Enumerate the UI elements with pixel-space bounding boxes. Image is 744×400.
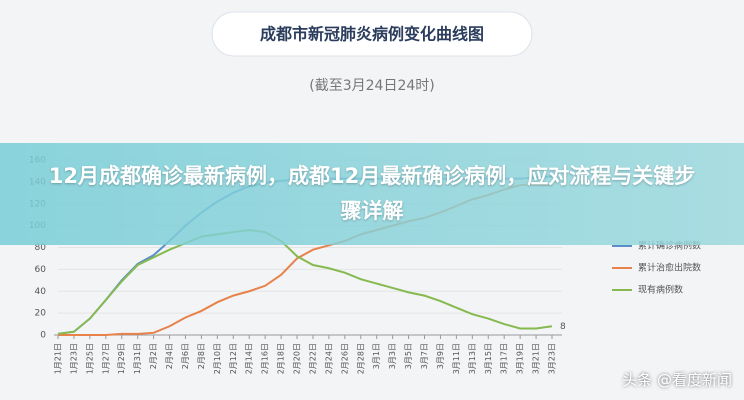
series-line (57, 228, 553, 335)
x-tick-label: 2月18日 (277, 343, 286, 374)
x-tick-label: 3月15日 (484, 343, 493, 374)
x-tick-label: 3月3日 (388, 343, 397, 369)
y-tick-label: 80 (35, 243, 47, 253)
x-tick-label: 2月22日 (308, 343, 317, 374)
x-tick-label: 1月23日 (69, 343, 78, 374)
chart-subtitle: (截至3月24日24时) (309, 78, 434, 94)
x-tick-label: 3月11日 (452, 343, 461, 374)
x-tick-label: 3月5日 (404, 343, 413, 369)
x-tick-label: 2月2日 (149, 343, 158, 369)
x-tick-label: 2月10日 (213, 343, 222, 374)
banner: 12月成都确诊最新病例，成都12月最新确诊病例，应对流程与关键步骤详解 (0, 143, 744, 245)
y-tick-label: 0 (40, 331, 46, 341)
x-tick-label: 1月31日 (133, 343, 142, 374)
x-tick-label: 1月25日 (85, 343, 94, 374)
legend-label: 累计治愈出院数 (638, 262, 701, 274)
y-tick-label: 60 (35, 265, 47, 275)
x-tick-label: 2月4日 (165, 343, 174, 369)
x-tick-label: 3月9日 (436, 343, 445, 369)
title-pill (211, 11, 533, 57)
y-tick-label: 20 (35, 309, 47, 319)
end-label: 8 (560, 322, 566, 332)
watermark: 头条 @看度新闻 (622, 371, 732, 389)
x-tick-label: 3月1日 (372, 343, 381, 369)
chart-title: 成都市新冠肺炎病例变化曲线图 (260, 25, 484, 44)
x-tick-label: 3月7日 (420, 343, 429, 369)
x-tick-label: 3月17日 (500, 343, 509, 374)
banner-text: 12月成都确诊最新病例，成都12月最新确诊病例，应对流程与关键步骤详解 (48, 164, 696, 223)
x-tick-label: 3月21日 (532, 343, 541, 374)
legend-label: 现有病例数 (638, 284, 683, 296)
x-tick-label: 3月13日 (468, 343, 477, 374)
x-tick-label: 2月8日 (197, 343, 206, 369)
x-tick-label: 1月27日 (101, 343, 110, 374)
y-tick-label: 40 (35, 287, 47, 297)
x-tick-label: 2月28日 (356, 343, 365, 374)
x-tick-label: 2月16日 (261, 343, 270, 374)
x-tick-label: 1月29日 (117, 343, 126, 374)
x-tick-label: 2月6日 (181, 343, 190, 369)
x-tick-label: 3月23日 (548, 343, 557, 374)
x-tick-label: 2月12日 (229, 343, 238, 374)
x-tick-label: 1月21日 (54, 343, 63, 374)
x-tick-label: 2月24日 (324, 343, 333, 374)
x-tick-label: 2月14日 (245, 343, 254, 374)
x-tick-label: 2月20日 (293, 343, 302, 374)
x-tick-label: 3月19日 (516, 343, 525, 374)
x-tick-label: 2月26日 (340, 343, 349, 374)
